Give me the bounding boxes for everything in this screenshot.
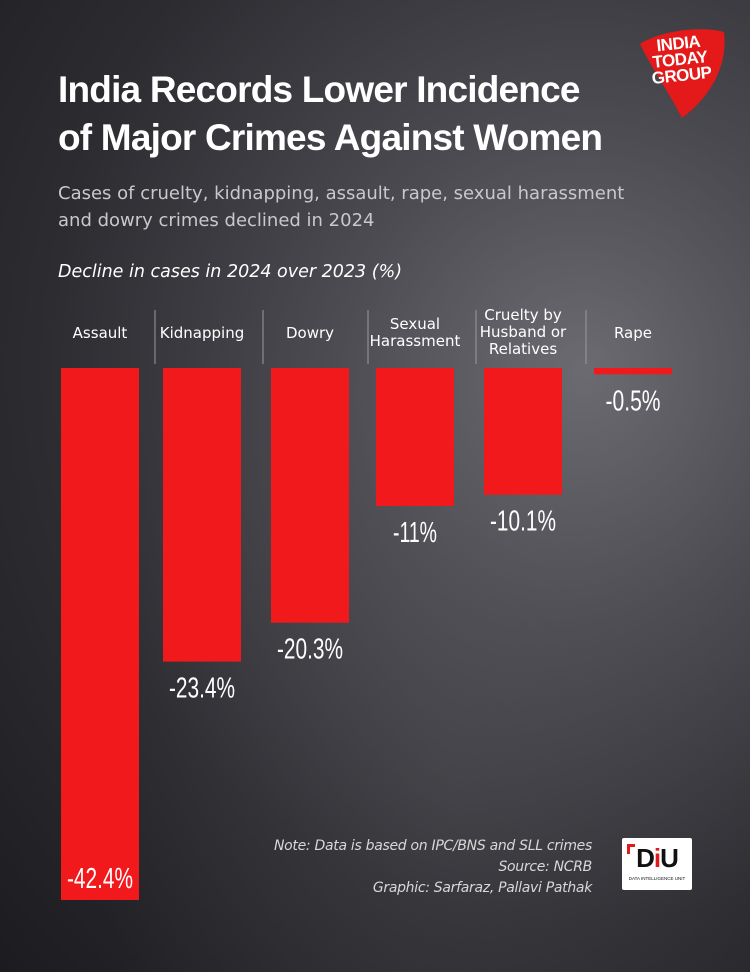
category-label: Sexual — [390, 315, 440, 333]
category-label: Kidnapping — [160, 324, 244, 342]
value-label: -0.5% — [606, 385, 661, 417]
chart-label: Decline in cases in 2024 over 2023 (%) — [58, 262, 403, 282]
bar — [376, 368, 454, 507]
value-label: -11% — [393, 517, 437, 549]
page-title: India Records Lower Incidence of Major C… — [58, 66, 698, 162]
note-text: Note: Data is based on IPC/BNS and SLL c… — [273, 838, 592, 854]
bar-chart: Assault -42.4% Kidnapping -23.4% Dowry -20.3%… — [61, 306, 672, 900]
bar — [271, 368, 349, 623]
source-text: Source: NCRB — [498, 859, 592, 875]
value-label: -10.1% — [490, 506, 556, 538]
diu-bracket-icon — [627, 844, 635, 854]
diu-letter-u: U — [660, 843, 679, 873]
footnotes: Note: Data is based on IPC/BNS and SLL c… — [274, 836, 592, 899]
title-line-1: India Records Lower Incidence — [58, 69, 580, 110]
bar — [484, 368, 562, 495]
value-label: -42.4% — [67, 863, 133, 895]
bar — [594, 368, 672, 375]
category-label: Cruelty by — [484, 306, 562, 324]
credit-text: Graphic: Sarfaraz, Pallavi Pathak — [372, 880, 592, 896]
diu-letters: DiU — [622, 844, 692, 872]
category-label: Harassment — [370, 332, 461, 350]
category-label: Assault — [73, 324, 128, 342]
diu-letter-i: i — [653, 843, 661, 873]
diu-letter-d: D — [636, 843, 655, 873]
category-label: Relatives — [489, 340, 557, 358]
category-label: Rape — [614, 324, 652, 342]
page-subtitle: Cases of cruelty, kidnapping, assault, r… — [58, 180, 718, 234]
subtitle-line-2: and dowry crimes declined in 2024 — [58, 210, 375, 231]
value-label: -23.4% — [169, 673, 235, 705]
subtitle-line-1: Cases of cruelty, kidnapping, assault, r… — [58, 183, 625, 204]
india-today-logo-text: INDIA TODAY GROUP — [632, 31, 729, 88]
bar — [61, 368, 139, 900]
value-label: -20.3% — [277, 634, 343, 666]
category-label: Husband or — [480, 323, 567, 341]
india-today-logo-icon — [640, 29, 725, 118]
title-line-2: of Major Crimes Against Women — [58, 117, 603, 158]
category-label: Dowry — [286, 324, 334, 342]
bar — [163, 368, 241, 662]
diu-small-text: DATA INTELLIGENCE UNIT — [628, 876, 686, 881]
diu-logo: DiU DATA INTELLIGENCE UNIT — [622, 838, 692, 890]
